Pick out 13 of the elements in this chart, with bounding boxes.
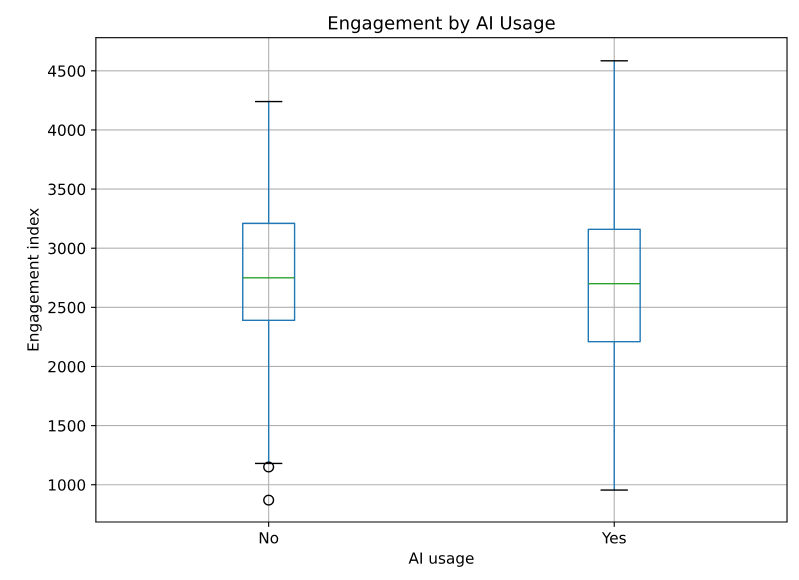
y-tick-label: 4000 (48, 124, 86, 136)
x-tick-label: Yes (602, 532, 626, 544)
y-axis-title: Engagement index (26, 208, 42, 350)
y-tick-label: 2500 (48, 302, 86, 314)
y-tick-label: 2000 (48, 360, 86, 372)
y-tick-label: 1500 (48, 420, 86, 432)
y-tick-label: 1000 (48, 479, 86, 491)
chart-title: Engagement by AI Usage (328, 16, 555, 34)
x-tick-label: No (260, 532, 278, 544)
x-axis-title: AI usage (408, 552, 474, 567)
y-tick-label: 3000 (48, 242, 86, 254)
y-tick-label: 4500 (48, 65, 86, 77)
y-tick-label: 3500 (48, 184, 86, 196)
